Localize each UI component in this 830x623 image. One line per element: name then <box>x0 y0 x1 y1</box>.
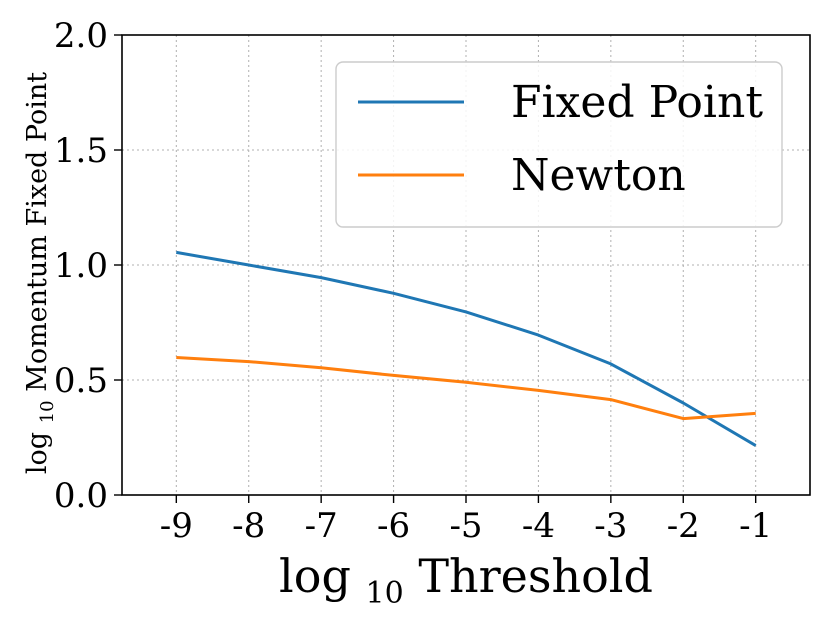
x-tick-label: -6 <box>377 506 410 546</box>
x-tick-label: -7 <box>305 506 338 546</box>
y-tick-label: 2.0 <box>54 16 108 56</box>
x-tick-label: -1 <box>739 506 772 546</box>
series-lines <box>176 250 757 447</box>
y-axis-title: log 10 Momentum Fixed Point <box>22 72 60 474</box>
y-tick-label: 1.0 <box>54 246 108 286</box>
x-axis-title: log 10 Threshold <box>279 549 653 614</box>
y-axis-title-suffix: Momentum Fixed Point <box>22 72 53 392</box>
x-tick-label: -8 <box>232 506 265 546</box>
x-axis-title-suffix: Threshold <box>418 549 653 603</box>
y-tick-label: 1.5 <box>54 131 108 171</box>
x-tick-label: -3 <box>594 506 627 546</box>
y-tick-label: 0.5 <box>54 361 108 401</box>
x-tick-label: -4 <box>522 506 555 546</box>
x-axis-title-prefix: log <box>279 549 351 603</box>
x-axis-title-subscript: 10 <box>366 576 404 611</box>
x-tick-label: -5 <box>449 506 482 546</box>
y-axis-title-subscript: 10 <box>37 400 58 423</box>
x-tick-label: -9 <box>160 506 193 546</box>
y-axis-title-prefix: log <box>22 432 53 474</box>
series-line-newton <box>176 356 756 421</box>
legend-label: Fixed Point <box>511 77 763 128</box>
legend-label: Newton <box>511 150 686 201</box>
y-tick-label: 0.0 <box>54 476 108 516</box>
ticks: -9 -8 -7 -6 -5 -4 -3 -2 -1 0.0 0.5 1.0 1.5 2.0 <box>54 16 772 546</box>
series-line-fixed-point <box>176 250 757 447</box>
legend: Fixed Point Newton <box>335 61 783 228</box>
x-tick-label: -2 <box>667 506 700 546</box>
